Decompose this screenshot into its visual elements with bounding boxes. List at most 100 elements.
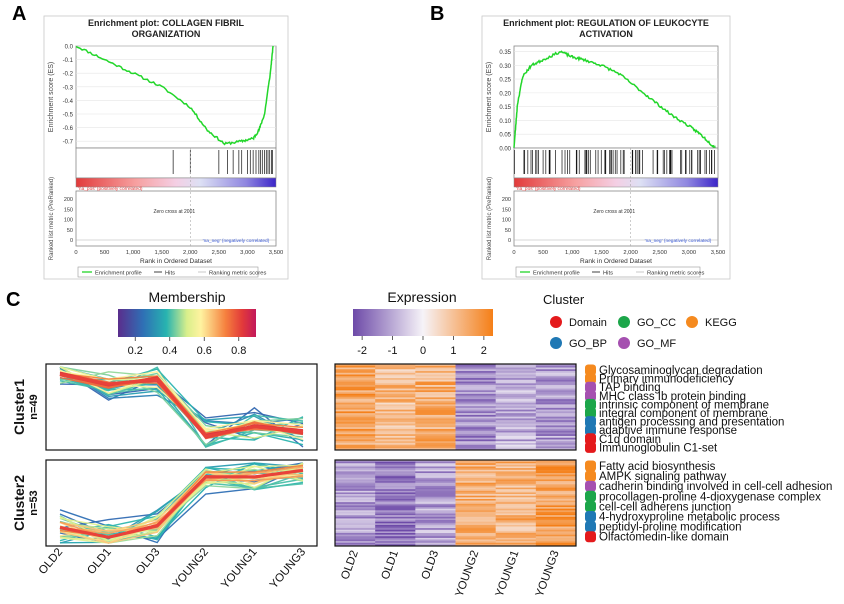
heatmap-cell [335, 464, 376, 467]
b-xtick: 2,500 [652, 250, 667, 256]
heatmap-cell [535, 463, 577, 466]
heatmap-cell [415, 474, 456, 477]
heatmap-cell [335, 485, 376, 488]
heatmap-cell [535, 531, 577, 534]
heatmap-cell [535, 485, 577, 488]
a-xtick: 2,500 [212, 250, 227, 256]
heatmap-cell [495, 481, 537, 484]
heatmap-cell [375, 383, 416, 386]
heatmap-cell [375, 444, 416, 447]
heatmap-cell [495, 503, 537, 506]
heatmap-cell [455, 494, 496, 496]
heatmap-cell [535, 379, 577, 382]
heatmap-cell [535, 423, 577, 426]
b-metric-ylabel: Ranked list metric (PreRanked) [487, 177, 493, 260]
heatmap-cell [415, 386, 456, 389]
heatmap-cell [535, 539, 577, 542]
heatmap-cell [455, 529, 496, 532]
heatmap-cell [375, 407, 416, 410]
heatmap-cell [535, 406, 577, 409]
b-es-ytick: 0.30 [499, 64, 511, 70]
heatmap-cell [535, 537, 577, 540]
heatmap-cell [415, 418, 456, 421]
heatmap-cell [415, 484, 456, 487]
b-metric-ytick: 150 [502, 207, 511, 213]
heatmap-cell [335, 411, 376, 414]
heatmap-cell [375, 523, 416, 526]
membership-tick-label: 0.4 [162, 345, 177, 357]
heatmap-cell [535, 498, 577, 501]
heatmap-cell [375, 487, 416, 490]
heatmap-cell [495, 432, 537, 435]
heatmap-cell [335, 526, 376, 529]
heatmap-cell [455, 460, 496, 462]
heatmap-cell [535, 393, 577, 396]
heatmap-cell [535, 502, 577, 505]
heatmap-cell [375, 365, 416, 368]
term-label: Primary immunodeficiency [599, 374, 734, 386]
heatmap-cell [335, 435, 376, 439]
heatmap-cell [415, 489, 456, 492]
heatmap-cell [455, 520, 496, 522]
heatmap-cell [415, 534, 456, 537]
heatmap-cell [335, 468, 376, 471]
heatmap-cell [415, 442, 456, 446]
term-color-marker [585, 480, 596, 492]
heatmap-cell [375, 421, 416, 424]
b-es-ytick: 0.35 [499, 50, 511, 56]
heatmap-cell [495, 539, 537, 542]
heatmap-cell [535, 507, 577, 509]
heatmap-cell [335, 379, 376, 382]
heatmap-cell [495, 437, 537, 440]
heatmap-cell [495, 479, 537, 482]
a-legend-metric: Ranking metric scores [209, 270, 266, 276]
heatmap-cell [495, 489, 537, 492]
heatmap-cell [335, 484, 376, 487]
term-color-marker [585, 364, 596, 376]
cluster-type-label: GO_BP [569, 338, 607, 350]
heatmap-cell [495, 492, 537, 495]
heatmap-cell [375, 427, 416, 430]
heatmap-cell [535, 542, 577, 545]
heatmap-cell [415, 528, 456, 531]
heatmap-cell [335, 428, 376, 431]
heatmap-cell [375, 441, 416, 444]
heatmap-cell [535, 526, 577, 529]
heatmap-cell [375, 416, 416, 419]
heatmap-xtick-label: YOUNG3 [534, 549, 562, 599]
heatmap-cell [455, 425, 496, 428]
heatmap-cell [375, 390, 416, 393]
heatmap-cell [535, 510, 577, 513]
heatmap-cell [455, 395, 496, 398]
heatmap-cell [335, 413, 376, 416]
heatmap-cell [415, 505, 456, 508]
term-color-marker [585, 381, 596, 393]
heatmap-cell [495, 534, 537, 537]
heatmap-cell [415, 378, 456, 381]
heatmap-cell [375, 374, 416, 377]
heatmap-cell [535, 515, 577, 518]
heatmap-cell [495, 533, 537, 535]
term-label: cadherin binding involved in cell-cell a… [599, 481, 832, 493]
heatmap-cell [375, 510, 416, 513]
heatmap-cell [455, 477, 496, 480]
heatmap-cell [375, 386, 416, 389]
heatmap-cell [535, 442, 577, 446]
heatmap-cell [415, 495, 456, 498]
heatmap-cell [415, 381, 456, 384]
heatmap-cell [375, 461, 416, 464]
a-legend-profile: Enrichment profile [95, 270, 142, 276]
heatmap-cell [375, 533, 416, 535]
heatmap-cell [455, 508, 496, 511]
a-outer-frame [43, 15, 289, 280]
heatmap-cell [455, 472, 496, 475]
b-xtick: 1,500 [594, 250, 609, 256]
heatmap-cell [455, 376, 496, 379]
heatmap-cell [455, 542, 496, 545]
heatmap-cell [495, 513, 537, 516]
a-xtick: 3,000 [240, 250, 255, 256]
heatmap-cell [455, 444, 496, 447]
heatmap-cell [495, 511, 537, 514]
b-es-ytick: 0.05 [499, 133, 511, 139]
heatmap-cell [375, 521, 416, 524]
